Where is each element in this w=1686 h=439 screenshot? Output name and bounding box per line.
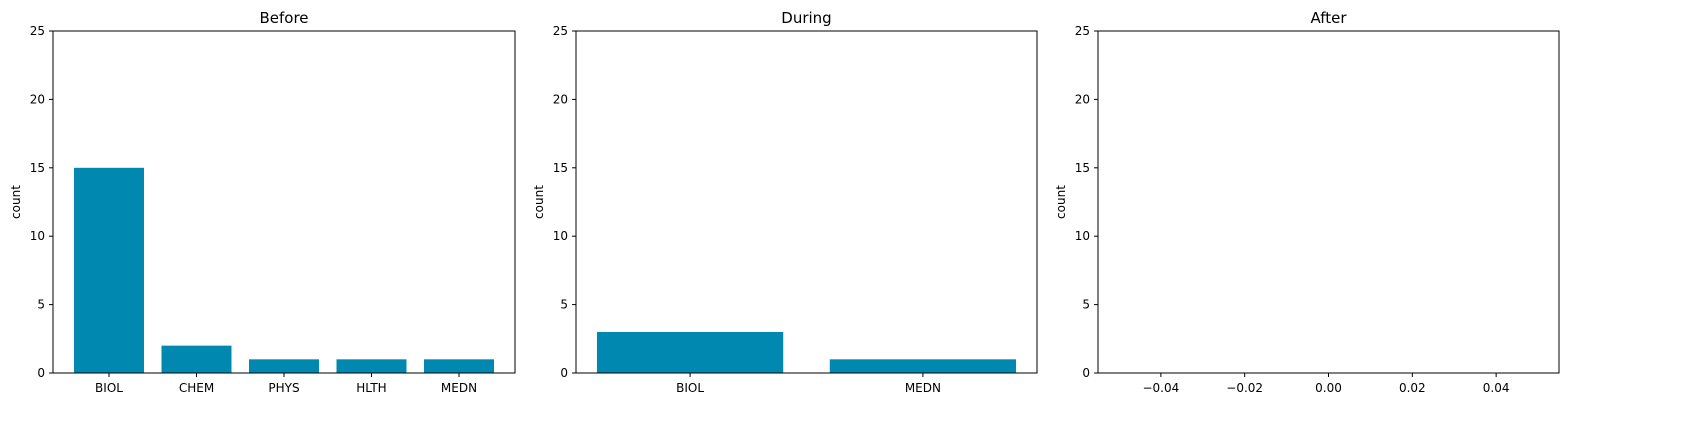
axes-frame [52, 30, 516, 374]
y-tick-label: 20 [553, 92, 568, 106]
y-tick-label: 25 [30, 24, 45, 38]
y-tick-label: 0 [1082, 366, 1090, 380]
x-tick-label: BIOL [676, 381, 704, 395]
x-tick-label: 0.02 [1399, 381, 1426, 395]
bar-biol [74, 167, 144, 373]
y-tick-label: 5 [1082, 298, 1090, 312]
y-tick-label: 5 [37, 298, 45, 312]
y-tick-label: 0 [560, 366, 568, 380]
y-tick-label: 10 [30, 229, 45, 243]
y-tick-label: 15 [30, 161, 45, 175]
bar-medn [424, 359, 494, 373]
x-tick-label: BIOL [95, 381, 123, 395]
y-tick-label: 25 [1075, 24, 1090, 38]
chart-panel-2: BIOL MEDN 0 5 10 15 20 25 During count [532, 9, 1038, 395]
x-tick-label: PHYS [268, 381, 299, 395]
y-tick-label: 15 [553, 161, 568, 175]
y-tick-label: 20 [30, 92, 45, 106]
chart-panel-1: BIOL CHEM PHYS HLTH MEDN 0 5 10 15 20 25 Before coun… [9, 9, 516, 395]
y-tick-label: 0 [37, 366, 45, 380]
y-tick-label: 10 [1075, 229, 1090, 243]
chart-panel-3: −0.04 −0.02 0.00 0.02 0.04 0 5 10 15 20 25 After cou… [1054, 9, 1560, 395]
x-tick-label: MEDN [441, 381, 477, 395]
y-axis-label: count [532, 185, 546, 219]
axes-frame [1097, 30, 1560, 374]
bar-biol [596, 331, 784, 373]
y-tick-label: 15 [1075, 161, 1090, 175]
x-tick-label: 0.04 [1483, 381, 1510, 395]
bar-chem [161, 345, 232, 373]
chart-title: After [1310, 9, 1347, 27]
y-axis-label: count [1054, 185, 1068, 219]
bar-medn [829, 359, 1017, 373]
chart-title: During [781, 9, 831, 27]
bar-hlth [336, 359, 407, 373]
x-tick-label: MEDN [905, 381, 941, 395]
y-tick-label: 25 [553, 24, 568, 38]
y-tick-label: 10 [553, 229, 568, 243]
x-tick-label: CHEM [179, 381, 214, 395]
x-tick-label: HLTH [356, 381, 386, 395]
bar-phys [249, 359, 319, 373]
y-axis-label: count [9, 185, 23, 219]
y-tick-label: 5 [560, 298, 568, 312]
x-tick-label: 0.00 [1315, 381, 1342, 395]
y-tick-label: 20 [1075, 92, 1090, 106]
axes-frame [575, 30, 1038, 374]
x-tick-label: −0.04 [1142, 381, 1179, 395]
chart-title: Before [259, 9, 308, 27]
x-tick-label: −0.02 [1226, 381, 1263, 395]
